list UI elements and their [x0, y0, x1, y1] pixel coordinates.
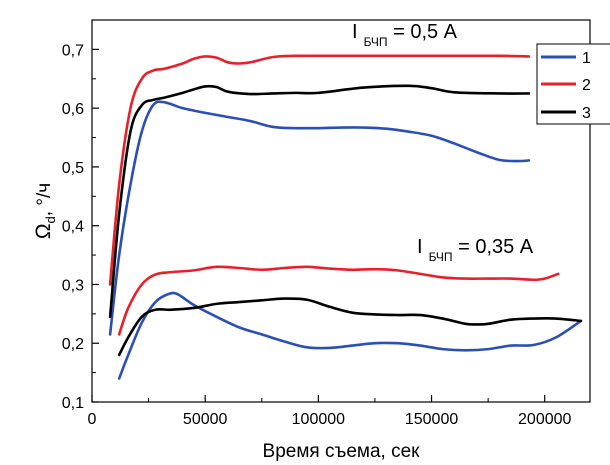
series-line-3-0-5A [108, 84, 531, 319]
legend-label-1: 1 [582, 50, 591, 67]
annotation-0-5A-tail: = 0,5 A [388, 21, 458, 43]
annotation-0-35A-main: I [417, 236, 423, 258]
y-axis-label-tail: , °/ч [34, 183, 55, 216]
series-line-1-0-35A [117, 291, 583, 380]
legend-label-3: 3 [582, 105, 591, 122]
x-tick-label: 100000 [292, 411, 345, 428]
series-line-1-0-5A [108, 100, 531, 336]
annotation-0-35A-tail: = 0,35 A [453, 236, 534, 258]
x-axis-ticks: 0 50000 100000 150000 200000 [88, 395, 572, 428]
annotation-0-5A-sub: БЧП [364, 35, 388, 49]
y-axis-ticks: 0,1 0,2 0,3 0,4 0,5 0,6 0,7 [62, 42, 99, 412]
series-line-2-0-35A [117, 265, 560, 336]
series-layer [108, 54, 583, 380]
y-tick-label: 0,2 [62, 336, 84, 353]
x-tick-label: 200000 [518, 411, 571, 428]
plot-frame [91, 19, 591, 403]
x-tick-label: 50000 [183, 411, 228, 428]
y-axis-label-main: Ω [32, 223, 55, 239]
plot-area [91, 19, 591, 403]
y-tick-label: 0,3 [62, 277, 84, 294]
annotation-0-35A-sub: БЧП [429, 250, 453, 264]
y-tick-label: 0,6 [62, 101, 84, 118]
annotation-0-35A: I БЧП = 0,35 A [417, 236, 534, 264]
x-axis-label: Время съема, сек [263, 441, 421, 462]
x-tick-label: 150000 [405, 411, 458, 428]
x-tick-label: 0 [88, 411, 97, 428]
series-line-2-0-5A [108, 54, 531, 286]
legend: 1 2 3 [536, 43, 610, 125]
legend-label-2: 2 [582, 77, 591, 94]
y-tick-label: 0,1 [62, 395, 84, 412]
series-line-3-0-35A [117, 297, 583, 357]
y-axis-label-sub: d [43, 216, 58, 223]
annotation-0-5A-main: I [352, 21, 358, 43]
y-tick-label: 0,7 [62, 42, 84, 59]
annotation-0-5A: I БЧП = 0,5 A [352, 21, 458, 49]
y-tick-label: 0,4 [62, 219, 84, 236]
svg-text:Ωd, °/ч: Ωd, °/ч [32, 183, 58, 239]
y-axis-label: Ωd, °/ч [32, 183, 58, 239]
y-tick-label: 0,5 [62, 160, 84, 177]
